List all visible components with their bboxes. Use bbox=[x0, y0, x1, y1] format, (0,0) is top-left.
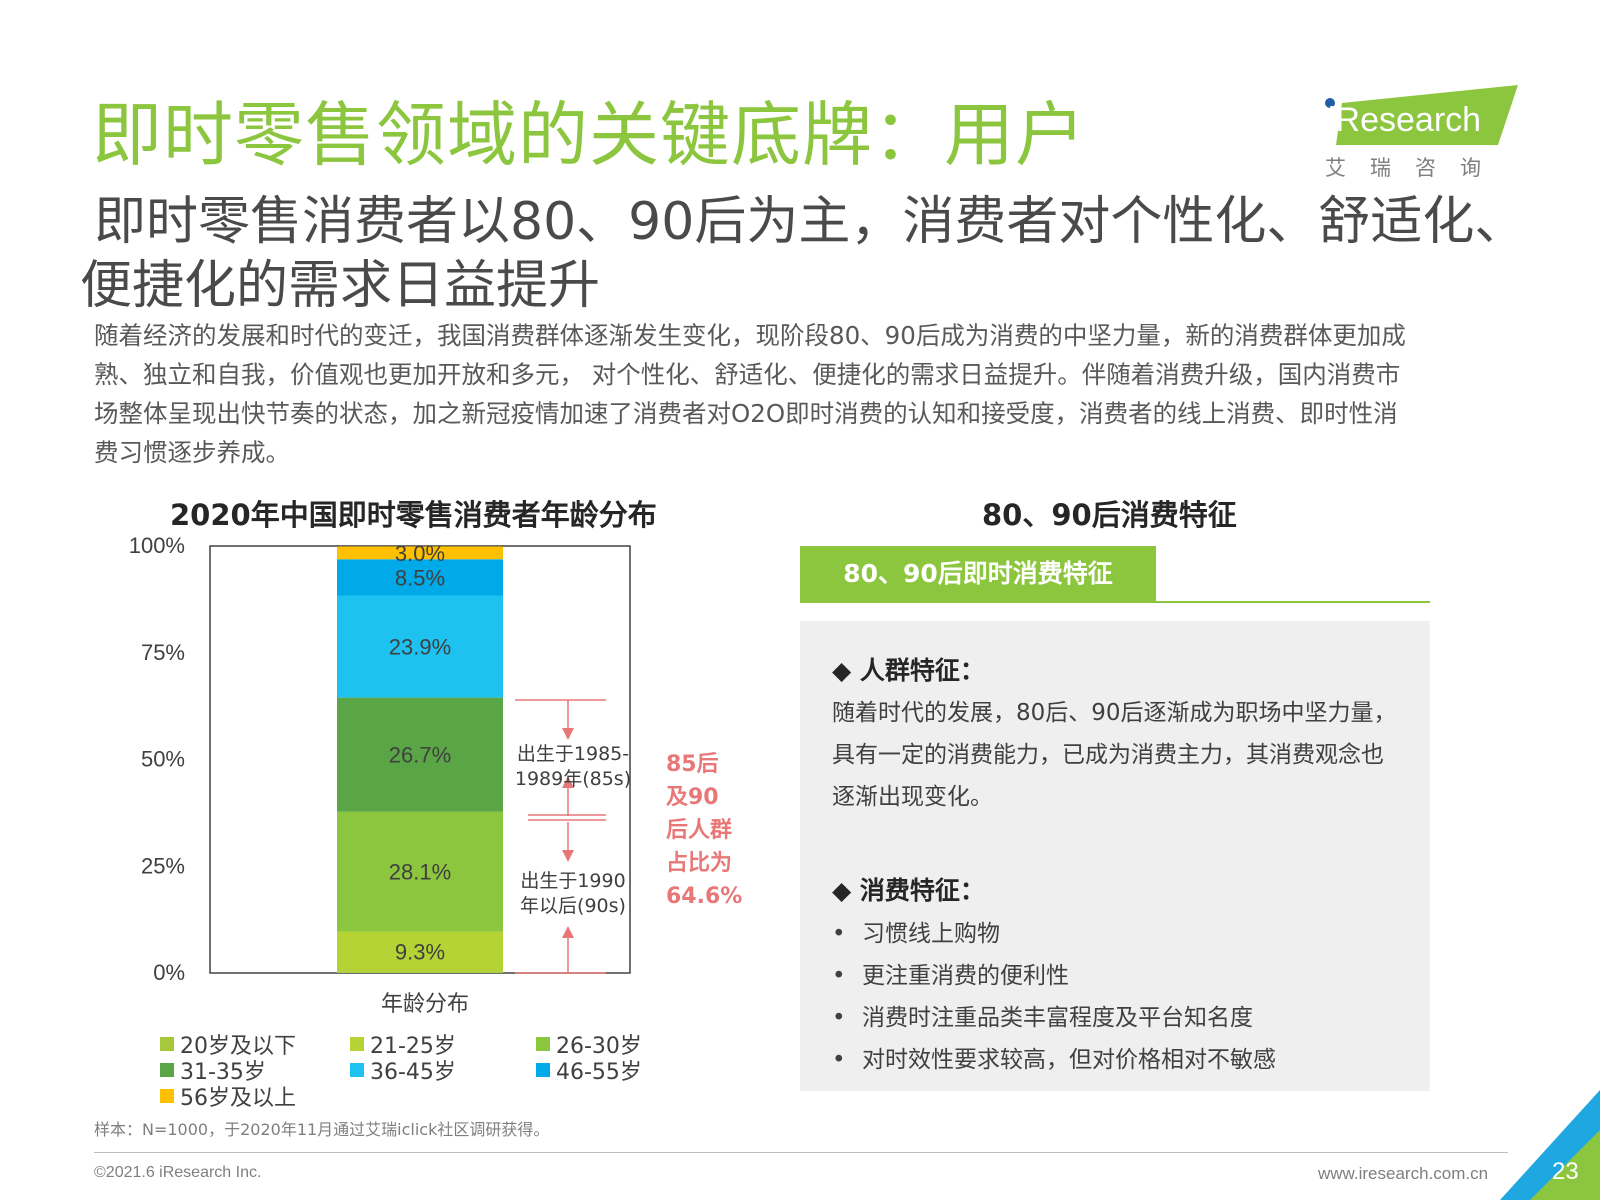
callout-line: 85后 bbox=[666, 752, 719, 777]
y-axis: 0% 25% 50% 75% 100% bbox=[129, 533, 185, 985]
subtitle-line: 即时零售消费者以80、90后为主，消费者对个性化、舒适化、 bbox=[94, 192, 1527, 252]
bar-stack bbox=[337, 546, 503, 973]
bullet-dot: • bbox=[832, 1005, 846, 1031]
bar-segment bbox=[337, 595, 503, 698]
x-axis-label: 年龄分布 bbox=[381, 992, 469, 1017]
copyright: ©2021.6 iResearch Inc. bbox=[94, 1164, 262, 1181]
annotation-85s: 1989年(85s) bbox=[515, 768, 631, 790]
footer-divider bbox=[94, 1152, 1508, 1153]
y-tick-label: 50% bbox=[141, 747, 185, 772]
legend-swatch bbox=[350, 1037, 364, 1051]
chart-title: 2020年中国即时零售消费者年龄分布 bbox=[170, 498, 657, 532]
page-title: 即时零售领域的关键底牌：用户 bbox=[92, 94, 1086, 176]
annotation-85s: 出生于1985- bbox=[517, 743, 629, 765]
legend-item: 46-55岁 bbox=[536, 1054, 642, 1086]
segment-label: 26.7% bbox=[389, 743, 451, 768]
logo-text: iResearch bbox=[1328, 101, 1481, 139]
intro-line: 费习惯逐步养成。 bbox=[94, 438, 290, 467]
feature-panel: ◆ 人群特征： 随着时代的发展，80后、90后逐渐成为职场中坚力量， 具有一定的… bbox=[800, 621, 1430, 1091]
segment-label: 28.1% bbox=[389, 860, 451, 885]
intro-line: 熟、独立和自我，价值观也更加开放和多元， 对个性化、舒适化、便捷化的需求日益提升… bbox=[94, 360, 1401, 389]
right-section-title: 80、90后消费特征 bbox=[982, 498, 1237, 532]
bullet-dot: • bbox=[832, 963, 846, 989]
logo-chinese-name: 艾瑞咨询 bbox=[1325, 156, 1505, 180]
crowd-line: 逐渐出现变化。 bbox=[832, 784, 993, 810]
legend-item: 36-45岁 bbox=[350, 1054, 456, 1086]
feature-bullet: • 消费时注重品类丰富程度及平台知名度 bbox=[832, 1005, 1253, 1031]
bar-segment bbox=[337, 697, 503, 812]
legend-item: 56岁及以上 bbox=[160, 1080, 296, 1112]
annotation-90s: 出生于1990 bbox=[520, 870, 625, 892]
corner-decoration bbox=[1500, 1090, 1600, 1200]
legend-item: 21-25岁 bbox=[350, 1028, 456, 1060]
bullet-dot: • bbox=[832, 1047, 846, 1073]
feature-bullet: • 对时效性要求较高，但对价格相对不敏感 bbox=[832, 1047, 1276, 1073]
segment-label: 3.0% bbox=[395, 541, 445, 566]
page-number: 23 bbox=[1552, 1158, 1579, 1185]
arrow-up bbox=[562, 926, 574, 938]
sample-note: 样本：N=1000，于2020年11月通过艾瑞iclick社区调研获得。 bbox=[94, 1120, 550, 1139]
arrow-down bbox=[562, 850, 574, 862]
legend-swatch bbox=[160, 1089, 174, 1103]
legend-item: 20岁及以下 bbox=[160, 1028, 296, 1060]
segment-label: 23.9% bbox=[389, 635, 451, 660]
website-link[interactable]: www.iresearch.com.cn bbox=[1318, 1164, 1489, 1183]
feature-tab: 80、90后即时消费特征 bbox=[800, 546, 1156, 602]
age-distribution-chart: 0% 25% 50% 75% 100% 9.3% 28.1% 26.7% 23.9% 8.5%3… bbox=[129, 533, 631, 1017]
arrow-up bbox=[562, 776, 574, 788]
tab-underline bbox=[800, 601, 1430, 603]
legend-swatch bbox=[536, 1063, 550, 1077]
arrow-down bbox=[562, 728, 574, 740]
feature-bullet: • 习惯线上购物 bbox=[832, 921, 1000, 947]
page-subtitle: 即时零售消费者以80、90后为主，消费者对个性化、舒适化、 便捷化的需求日益提升 bbox=[80, 190, 1540, 318]
legend-swatch bbox=[536, 1037, 550, 1051]
intro-line: 随着经济的发展和时代的变迁，我国消费群体逐渐发生变化，现阶段80、90后成为消费… bbox=[94, 321, 1406, 350]
y-tick-label: 25% bbox=[141, 853, 185, 878]
callout-line: 占比为 bbox=[666, 851, 733, 876]
bar-segment bbox=[337, 811, 503, 932]
callout-line: 及90 bbox=[666, 785, 719, 810]
callout-line: 64.6% bbox=[666, 884, 743, 909]
bullet-dot: • bbox=[832, 921, 846, 947]
age-annotations bbox=[515, 699, 606, 974]
iresearch-logo: iResearch bbox=[1325, 85, 1518, 145]
bar-segment bbox=[337, 559, 503, 596]
legend-swatch bbox=[160, 1037, 174, 1051]
legend-item: 26-30岁 bbox=[536, 1028, 642, 1060]
crowd-line: 具有一定的消费能力，已成为消费主力，其消费观念也 bbox=[832, 742, 1384, 768]
crowd-line: 随着时代的发展，80后、90后逐渐成为职场中坚力量， bbox=[832, 700, 1397, 726]
bar-segment bbox=[337, 931, 503, 972]
intro-paragraph: 随着经济的发展和时代的变迁，我国消费群体逐渐发生变化，现阶段80、90后成为消费… bbox=[94, 316, 1514, 472]
age-share-callout: 85后 及90 后人群 占比为 64.6% bbox=[666, 748, 742, 913]
legend-swatch bbox=[350, 1063, 364, 1077]
consume-heading: ◆ 消费特征： bbox=[832, 876, 985, 905]
y-tick-label: 100% bbox=[129, 533, 185, 558]
y-tick-label: 0% bbox=[153, 960, 185, 985]
subtitle-line: 便捷化的需求日益提升 bbox=[80, 256, 601, 316]
callout-line: 后人群 bbox=[666, 818, 733, 843]
crowd-heading: ◆ 人群特征： bbox=[832, 656, 985, 685]
legend-item: 31-35岁 bbox=[160, 1054, 266, 1086]
intro-line: 场整体呈现出快节奏的状态，加之新冠疫情加速了消费者对O2O即时消费的认知和接受度… bbox=[94, 399, 1398, 428]
segment-label: 9.3% bbox=[395, 939, 445, 964]
segment-labels: 9.3% 28.1% 26.7% 23.9% 8.5%3.0% bbox=[389, 541, 451, 965]
bar-segment bbox=[337, 971, 503, 973]
annotation-90s: 年以后(90s) bbox=[520, 895, 626, 917]
y-tick-label: 75% bbox=[141, 640, 185, 665]
bar-segment bbox=[337, 546, 503, 560]
feature-bullet: • 更注重消费的便利性 bbox=[832, 963, 1069, 989]
segment-label: 8.5% bbox=[395, 565, 445, 590]
legend-swatch bbox=[160, 1063, 174, 1077]
